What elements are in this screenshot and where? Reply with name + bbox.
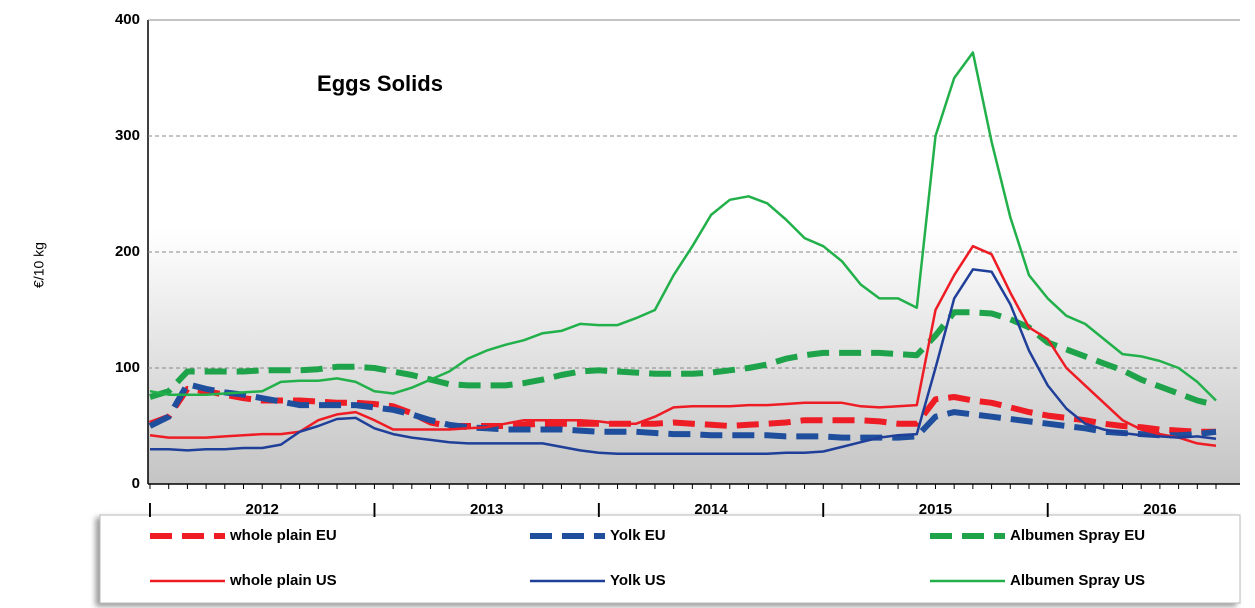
series-line [149, 244, 1217, 447]
x-tick-label: 2012 [246, 501, 279, 518]
legend-label: Albumen Spray EU [1010, 527, 1145, 544]
y-tick-label: 300 [115, 127, 140, 144]
x-tick-label: 2015 [919, 501, 952, 518]
chart-title: Eggs Solids [317, 71, 443, 96]
y-tick-label: 100 [115, 359, 140, 376]
series-line [149, 51, 1217, 402]
legend-label: whole plain US [229, 572, 337, 589]
series-line [150, 268, 1217, 456]
series-line [148, 381, 1217, 441]
x-tick-label: | [821, 501, 825, 518]
x-tick-label: 2016 [1143, 501, 1176, 518]
legend-label: Yolk EU [610, 527, 666, 544]
x-tick-label: | [1046, 501, 1050, 518]
legend-label: whole plain EU [229, 527, 337, 544]
x-tick-label: | [148, 501, 152, 518]
legend-label: Yolk US [610, 572, 666, 589]
x-tick-label: 2014 [694, 501, 728, 518]
y-tick-label: 200 [115, 243, 140, 260]
series-line [149, 309, 1217, 409]
y-axis-label: €/10 kg [31, 242, 47, 288]
x-tick-label: 2013 [470, 501, 503, 518]
y-tick-label: 0 [132, 475, 140, 492]
x-tick-label: | [372, 501, 376, 518]
legend-label: Albumen Spray US [1010, 572, 1145, 589]
x-tick-label: | [597, 501, 601, 518]
legend-box [99, 514, 1241, 604]
y-tick-label: 400 [115, 11, 140, 28]
